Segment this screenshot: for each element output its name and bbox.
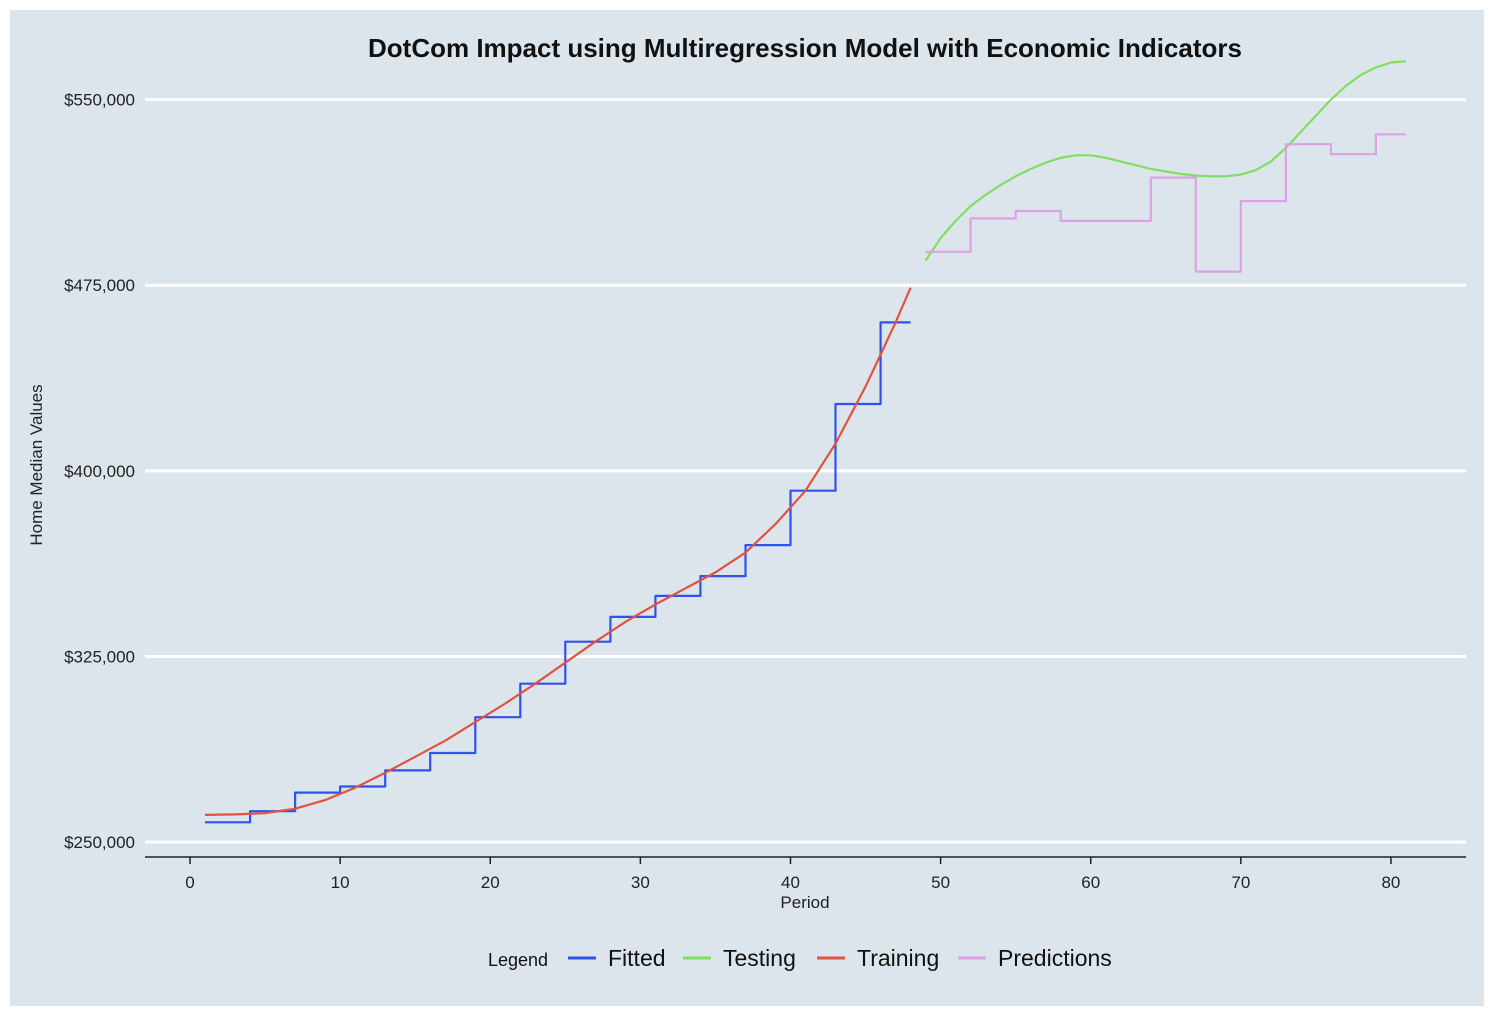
x-tick-label: 40 [781,873,800,892]
x-tick-label: 30 [631,873,650,892]
legend: Legend Fitted Testing Training Predictions [488,945,1112,971]
legend-label-testing: Testing [723,945,796,971]
x-tick-label: 50 [931,873,950,892]
x-tick-label: 70 [1231,873,1250,892]
y-axis-title: Home Median Values [27,384,46,545]
series-testing-line [924,60,1407,262]
y-tick-label: $400,000 [64,462,135,481]
grid-layer [145,98,1466,844]
x-tick-label: 0 [185,873,194,892]
x-tick-label: 20 [481,873,500,892]
legend-label-predictions: Predictions [998,945,1112,971]
legend-title: Legend [488,950,548,970]
y-tick-label: $325,000 [64,648,135,667]
y-tick-label: $550,000 [64,91,135,110]
series-training-line [204,287,912,816]
chart-title: DotCom Impact using Multiregression Mode… [368,33,1242,63]
y-tick-label: $475,000 [64,276,135,295]
legend-label-fitted: Fitted [608,945,666,971]
x-axis-title: Period [780,893,829,912]
series-fitted-line [205,321,911,824]
axis-layer: $250,000 $325,000 $400,000 $475,000 $550,000… [64,91,1466,892]
x-tick-label: 80 [1381,873,1400,892]
y-tick-label: $250,000 [64,833,135,852]
x-tick-label: 10 [331,873,350,892]
x-tick-label: 60 [1081,873,1100,892]
series-predictions-line [925,133,1406,273]
chart-background [10,10,1484,1006]
series-layer [204,60,1407,824]
legend-label-training: Training [857,945,939,971]
